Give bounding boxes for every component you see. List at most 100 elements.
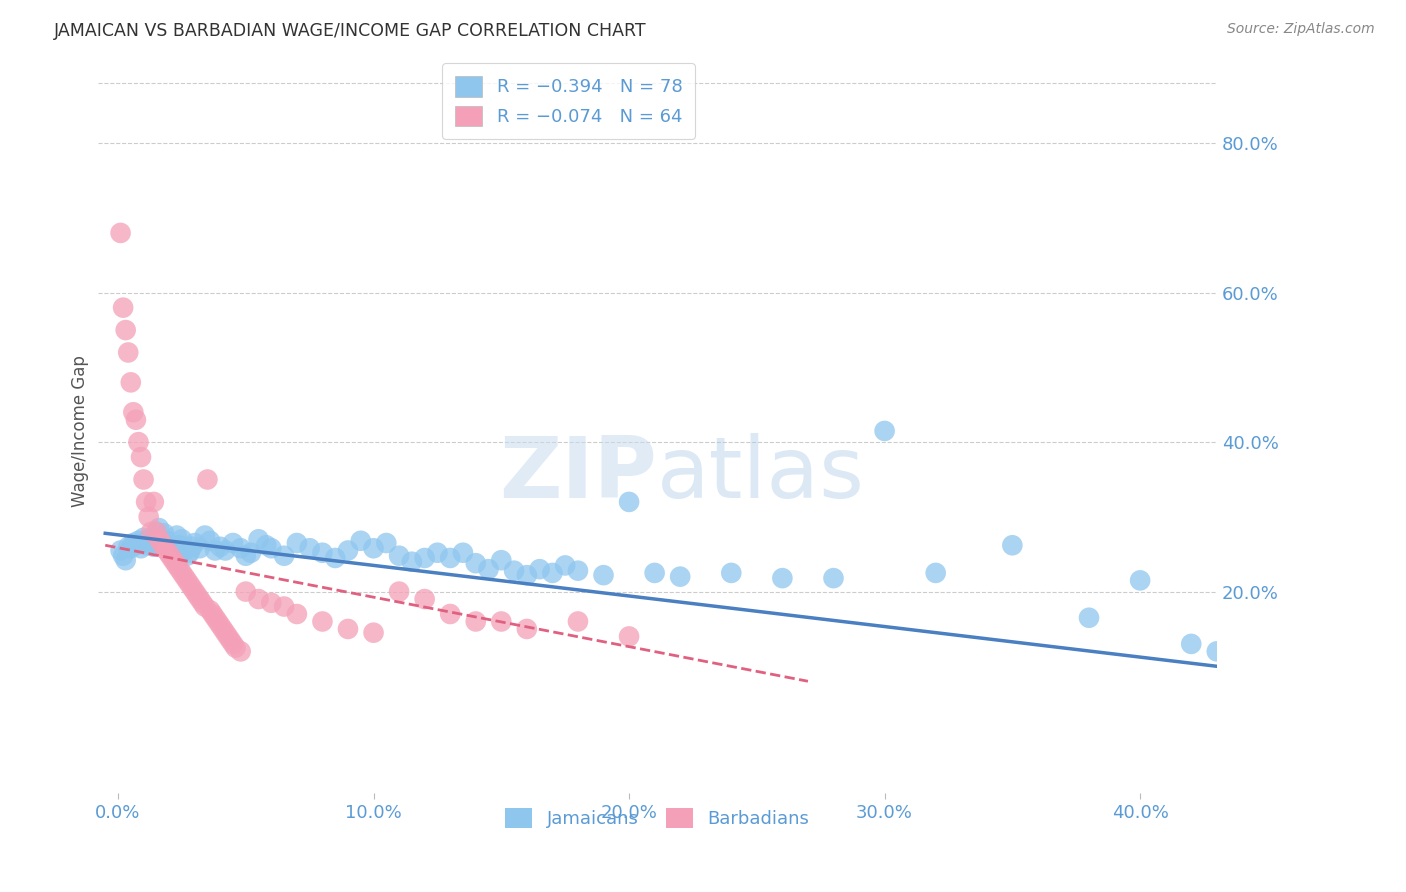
Text: JAMAICAN VS BARBADIAN WAGE/INCOME GAP CORRELATION CHART: JAMAICAN VS BARBADIAN WAGE/INCOME GAP CO…	[53, 22, 645, 40]
Point	[211, 622, 233, 636]
Point	[114, 323, 136, 337]
Point	[148, 521, 170, 535]
Point	[388, 584, 411, 599]
Point	[148, 533, 170, 547]
Point	[150, 536, 173, 550]
Point	[163, 541, 186, 556]
Point	[141, 536, 163, 550]
Point	[173, 569, 195, 583]
Point	[188, 592, 211, 607]
Point	[160, 551, 183, 566]
Point	[554, 558, 576, 573]
Point	[925, 566, 948, 580]
Point	[617, 629, 640, 643]
Point	[239, 546, 262, 560]
Point	[209, 540, 232, 554]
Point	[132, 473, 155, 487]
Point	[188, 541, 211, 556]
Point	[169, 538, 191, 552]
Point	[129, 450, 152, 464]
Point	[142, 540, 165, 554]
Point	[127, 533, 149, 548]
Point	[363, 541, 385, 556]
Point	[110, 226, 132, 240]
Point	[138, 533, 160, 547]
Point	[247, 592, 270, 607]
Point	[375, 536, 398, 550]
Point	[222, 637, 245, 651]
Point	[169, 562, 191, 576]
Point	[120, 376, 142, 390]
Point	[464, 556, 486, 570]
Point	[160, 543, 183, 558]
Point	[273, 549, 295, 563]
Point	[112, 301, 135, 315]
Point	[529, 562, 551, 576]
Point	[873, 424, 896, 438]
Point	[823, 571, 845, 585]
Point	[145, 524, 167, 539]
Point	[209, 618, 232, 632]
Point	[191, 596, 214, 610]
Point	[157, 547, 180, 561]
Point	[135, 538, 157, 552]
Point	[153, 540, 176, 554]
Point	[183, 584, 205, 599]
Point	[516, 568, 538, 582]
Point	[117, 345, 139, 359]
Point	[176, 549, 198, 563]
Point	[350, 533, 373, 548]
Point	[337, 622, 360, 636]
Point	[204, 611, 226, 625]
Point	[197, 473, 219, 487]
Point	[323, 551, 346, 566]
Point	[1129, 574, 1152, 588]
Point	[491, 615, 513, 629]
Point	[142, 495, 165, 509]
Point	[669, 569, 692, 583]
Point	[337, 543, 360, 558]
Point	[477, 562, 499, 576]
Point	[179, 577, 201, 591]
Point	[145, 524, 167, 539]
Text: ZIP: ZIP	[499, 433, 657, 516]
Point	[298, 541, 321, 556]
Point	[198, 603, 221, 617]
Point	[166, 558, 188, 573]
Point	[1078, 611, 1101, 625]
Point	[413, 592, 436, 607]
Point	[110, 543, 132, 558]
Point	[135, 495, 157, 509]
Point	[363, 625, 385, 640]
Point	[516, 622, 538, 636]
Point	[153, 526, 176, 541]
Point	[413, 551, 436, 566]
Point	[183, 536, 205, 550]
Point	[120, 541, 142, 556]
Point	[129, 541, 152, 556]
Point	[179, 546, 201, 560]
Point	[567, 615, 589, 629]
Point	[201, 607, 224, 621]
Point	[260, 541, 283, 556]
Point	[166, 528, 188, 542]
Point	[114, 553, 136, 567]
Point	[194, 599, 217, 614]
Point	[439, 607, 461, 621]
Point	[127, 435, 149, 450]
Point	[125, 413, 148, 427]
Point	[388, 549, 411, 563]
Point	[541, 566, 564, 580]
Point	[157, 540, 180, 554]
Point	[176, 574, 198, 588]
Point	[155, 533, 177, 548]
Point	[235, 584, 257, 599]
Point	[247, 533, 270, 547]
Point	[273, 599, 295, 614]
Point	[181, 540, 204, 554]
Point	[285, 607, 308, 621]
Point	[567, 564, 589, 578]
Point	[198, 533, 221, 548]
Text: Source: ZipAtlas.com: Source: ZipAtlas.com	[1227, 22, 1375, 37]
Point	[150, 538, 173, 552]
